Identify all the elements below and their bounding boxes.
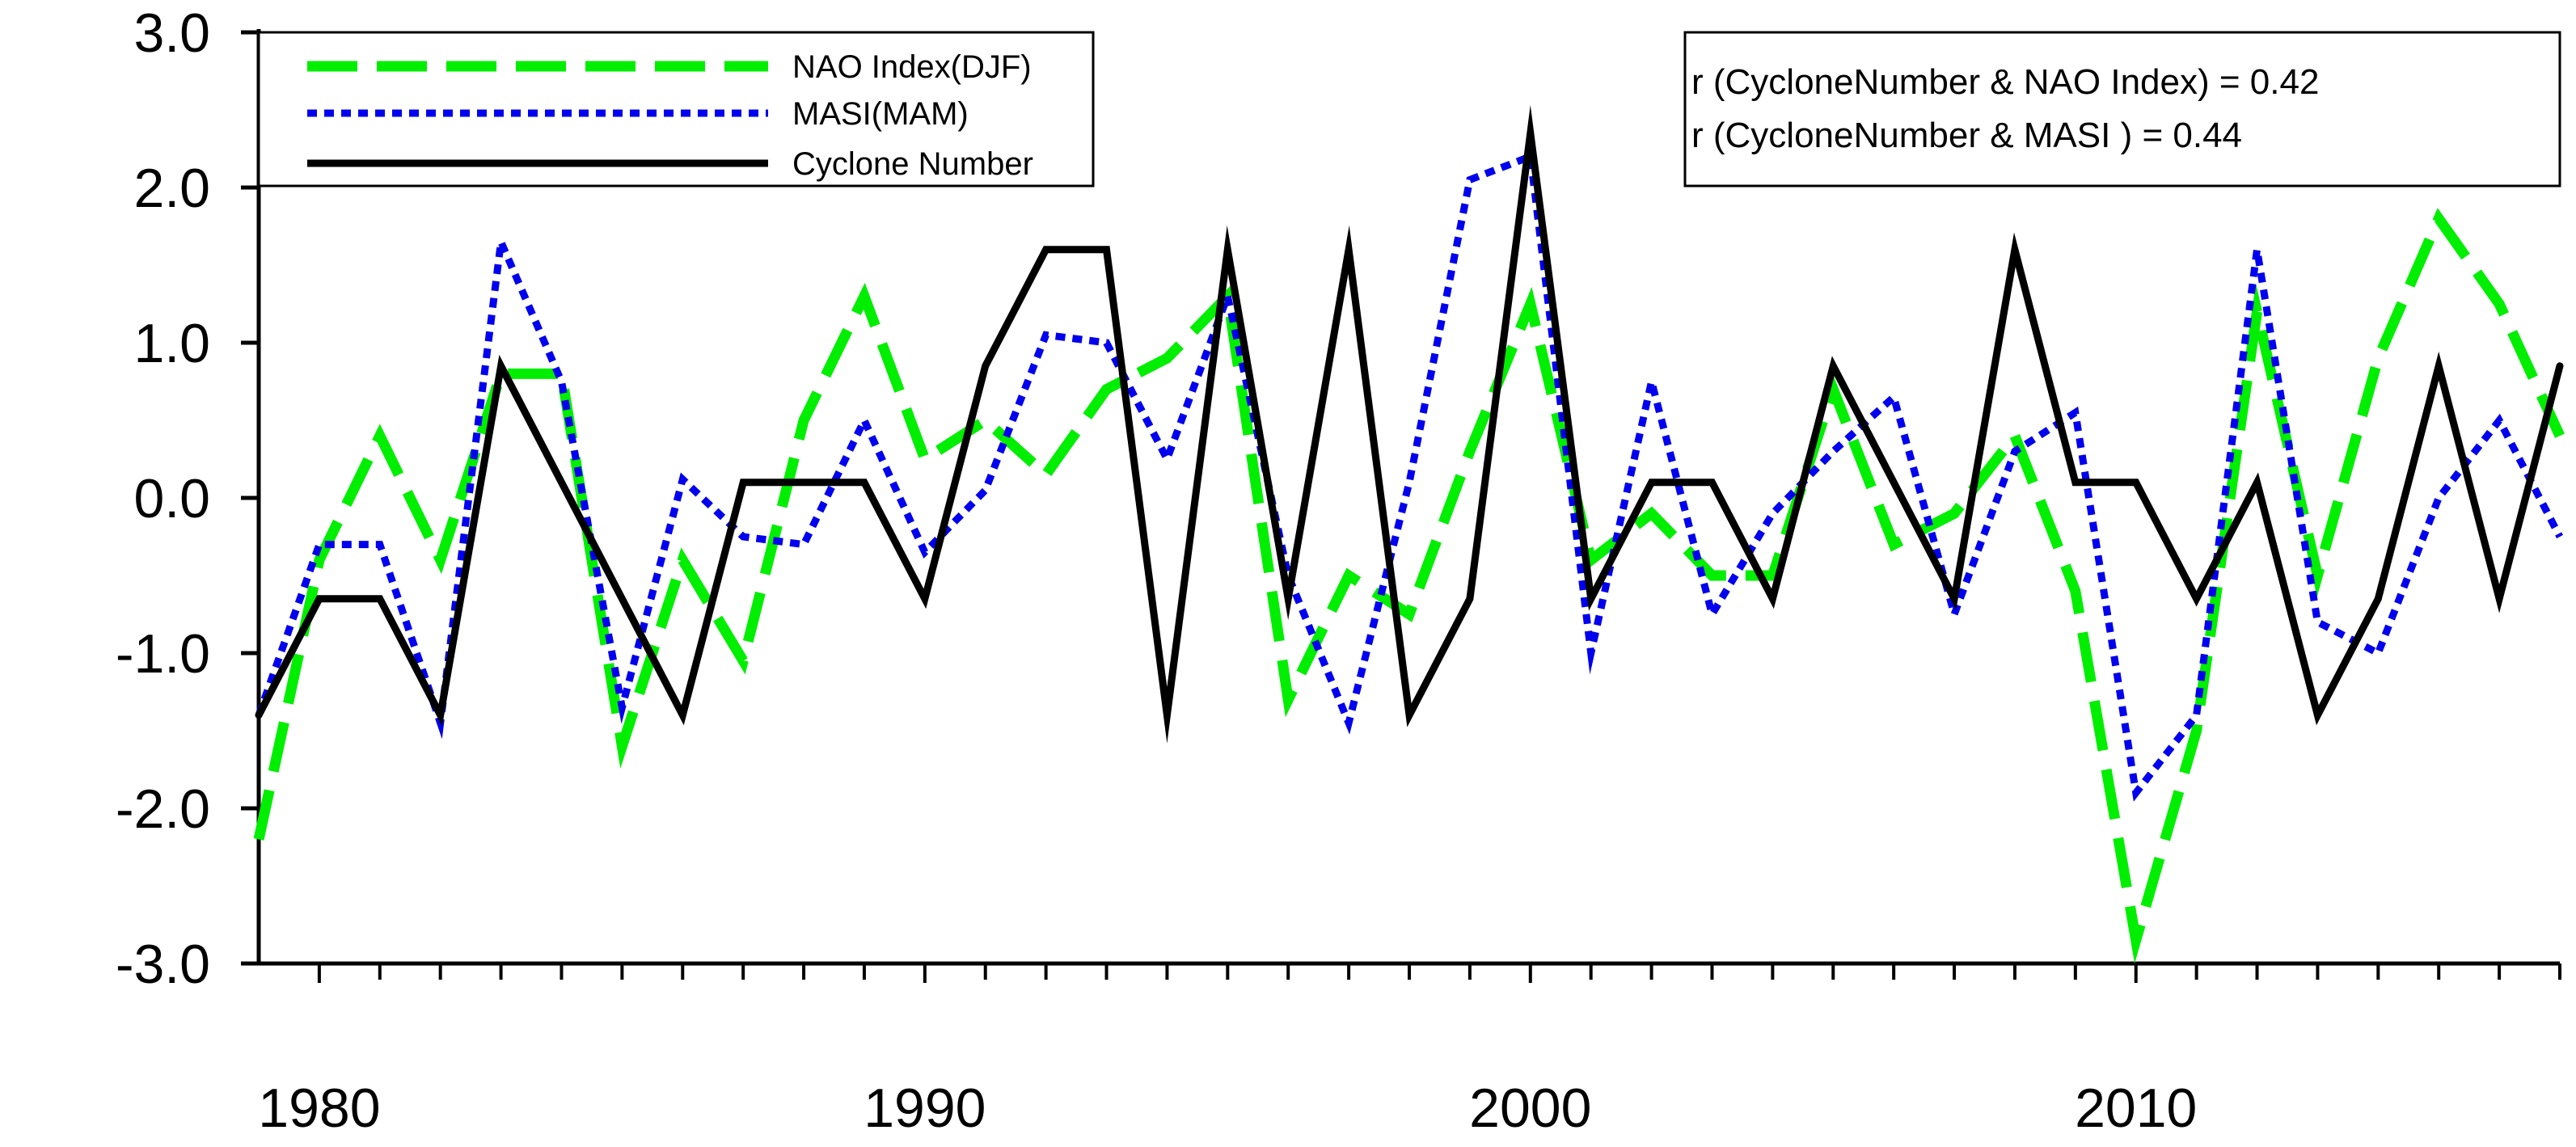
legend-item: NAO Index(DJF) <box>307 49 1032 85</box>
data-point <box>2499 598 2500 599</box>
y-tick-label: -2.0 <box>116 778 210 840</box>
legend-label: Cyclone Number <box>792 146 1033 182</box>
data-point <box>2560 365 2561 366</box>
data-point <box>2014 451 2015 452</box>
data-point <box>985 365 986 366</box>
data-point <box>1833 389 1834 390</box>
data-point <box>1833 365 1834 366</box>
data-point <box>2075 591 2076 592</box>
data-point <box>1772 598 1773 599</box>
data-point <box>2014 249 2015 250</box>
series-line <box>255 104 2564 744</box>
data-point <box>500 365 501 366</box>
data-point <box>1530 304 1531 305</box>
data-point <box>1409 482 1410 483</box>
y-tick-label: -3.0 <box>116 934 210 995</box>
y-tick-label: 3.0 <box>133 2 210 64</box>
data-point <box>682 559 683 560</box>
data-point <box>1833 451 1834 452</box>
data-point <box>1651 482 1652 483</box>
x-tick-label: 1980 <box>258 1077 380 1139</box>
x-tick-label: 2000 <box>1469 1077 1591 1139</box>
data-point <box>2075 412 2076 413</box>
y-tick-label: -1.0 <box>116 623 210 685</box>
data-point <box>743 660 744 661</box>
data-point <box>622 707 623 708</box>
data-point <box>1954 513 1955 514</box>
data-point <box>1469 179 1470 180</box>
correlation-text: r (CycloneNumber & NAO Index) = 0.42 <box>1691 62 2319 102</box>
legend-label: MASI(MAM) <box>792 96 969 132</box>
series-lines <box>253 104 2565 964</box>
data-point <box>1288 699 1289 700</box>
data-point <box>2378 598 2379 599</box>
data-point <box>440 559 441 560</box>
data-point <box>743 537 744 538</box>
data-point <box>1590 653 1591 654</box>
data-point <box>2196 731 2197 732</box>
data-point <box>1954 614 1955 615</box>
series-line <box>253 208 2565 964</box>
y-tick-label: 1.0 <box>133 313 210 374</box>
data-point <box>1954 598 1955 599</box>
data-point <box>2378 653 2379 654</box>
data-point <box>1106 249 1107 250</box>
data-point <box>1045 474 1046 475</box>
data-point <box>2560 537 2561 538</box>
legend-item: MASI(MAM) <box>307 96 969 132</box>
data-point <box>2196 598 2197 599</box>
data-point <box>2135 940 2136 941</box>
data-point <box>2135 482 2136 483</box>
annotation-box <box>1683 31 2561 188</box>
data-point <box>1590 559 1591 560</box>
data-point <box>1409 614 1410 615</box>
x-tick-label: 2010 <box>2075 1077 2197 1139</box>
y-tick-label: 0.0 <box>133 468 210 529</box>
data-point <box>1227 296 1228 297</box>
data-point <box>1651 513 1652 514</box>
data-point <box>561 482 562 483</box>
data-point <box>2075 482 2076 483</box>
legend-label: NAO Index(DJF) <box>792 49 1032 85</box>
data-point <box>1106 343 1107 344</box>
data-point <box>1167 459 1168 460</box>
data-point <box>1590 598 1591 599</box>
data-point <box>379 598 380 599</box>
data-point <box>1227 249 1228 250</box>
x-axis: 1980 1990 2000 2010 <box>258 961 2561 1139</box>
correlation-text: r (CycloneNumber & MASI ) = 0.44 <box>1691 116 2242 155</box>
x-tick-label: 1990 <box>864 1077 986 1139</box>
series-nao-index-djf <box>253 208 2565 964</box>
data-point <box>1167 358 1168 359</box>
data-point <box>622 598 623 599</box>
data-point <box>2135 792 2136 793</box>
data-point <box>2378 358 2379 359</box>
data-point <box>259 839 260 840</box>
data-point <box>1469 451 1470 452</box>
data-point <box>924 459 925 460</box>
data-point <box>622 746 623 747</box>
data-point <box>1288 598 1289 599</box>
data-point <box>1045 249 1046 250</box>
data-point <box>1772 513 1773 514</box>
data-point <box>1469 598 1470 599</box>
legend: NAO Index(DJF) MASI(MAM) Cyclone Number <box>257 31 1095 188</box>
correlation-annotation-box: r (CycloneNumber & NAO Index) = 0.42 r (C… <box>1683 31 2561 188</box>
legend-item: Cyclone Number <box>307 146 1033 182</box>
data-point <box>985 490 986 491</box>
data-point <box>924 598 925 599</box>
y-axis: 3.0 2.0 1.0 0.0 -1.0 -2.0 -3.0 <box>116 2 261 995</box>
data-point <box>379 544 380 545</box>
data-point <box>2499 304 2500 305</box>
data-point <box>924 552 925 553</box>
y-tick-label: 2.0 <box>133 158 210 219</box>
data-point <box>743 482 744 483</box>
data-point <box>1106 389 1107 390</box>
data-point <box>985 420 986 421</box>
series-cyclone-number <box>255 104 2564 744</box>
data-point <box>2499 420 2500 421</box>
